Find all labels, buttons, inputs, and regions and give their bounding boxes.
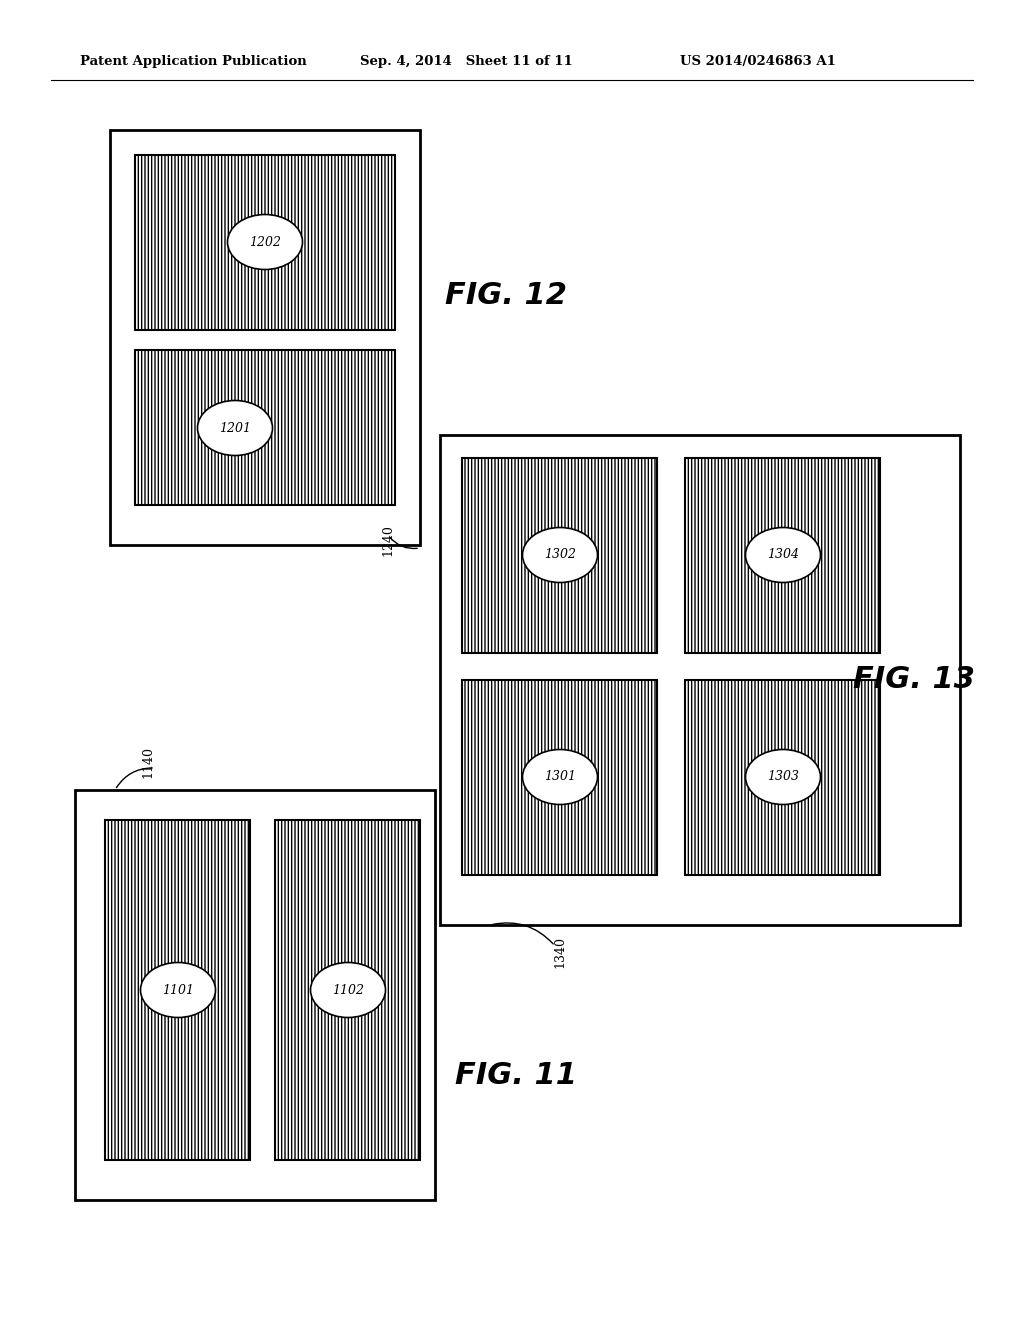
Ellipse shape [140, 962, 215, 1018]
Ellipse shape [745, 528, 820, 582]
Bar [685, 458, 880, 653]
Text: 1302: 1302 [544, 549, 575, 561]
Ellipse shape [745, 750, 820, 804]
Text: 1202: 1202 [249, 235, 281, 248]
Bar [135, 154, 395, 330]
Bar [462, 458, 657, 653]
Bar [462, 680, 657, 875]
Text: 1102: 1102 [332, 983, 364, 997]
Bar [135, 350, 395, 506]
Text: 1303: 1303 [767, 771, 799, 784]
Bar [110, 129, 420, 545]
Bar [75, 789, 435, 1200]
Text: FIG. 12: FIG. 12 [445, 281, 567, 309]
Text: 1101: 1101 [162, 983, 194, 997]
Text: 1240: 1240 [382, 524, 394, 556]
Ellipse shape [227, 214, 302, 269]
Bar [685, 680, 880, 875]
Ellipse shape [310, 962, 385, 1018]
Ellipse shape [522, 750, 597, 804]
Text: FIG. 13: FIG. 13 [853, 665, 975, 694]
Text: US 2014/0246863 A1: US 2014/0246863 A1 [680, 55, 836, 69]
Text: Patent Application Publication: Patent Application Publication [80, 55, 307, 69]
Text: 1304: 1304 [767, 549, 799, 561]
Bar [440, 436, 961, 925]
Ellipse shape [522, 528, 597, 582]
Text: 1140: 1140 [141, 746, 155, 777]
Text: 1340: 1340 [554, 936, 566, 968]
Bar [105, 820, 250, 1160]
Text: 1201: 1201 [219, 421, 251, 434]
Text: FIG. 11: FIG. 11 [455, 1060, 577, 1089]
Ellipse shape [198, 400, 272, 455]
Text: Sep. 4, 2014   Sheet 11 of 11: Sep. 4, 2014 Sheet 11 of 11 [360, 55, 572, 69]
Text: 1301: 1301 [544, 771, 575, 784]
Bar [275, 820, 420, 1160]
